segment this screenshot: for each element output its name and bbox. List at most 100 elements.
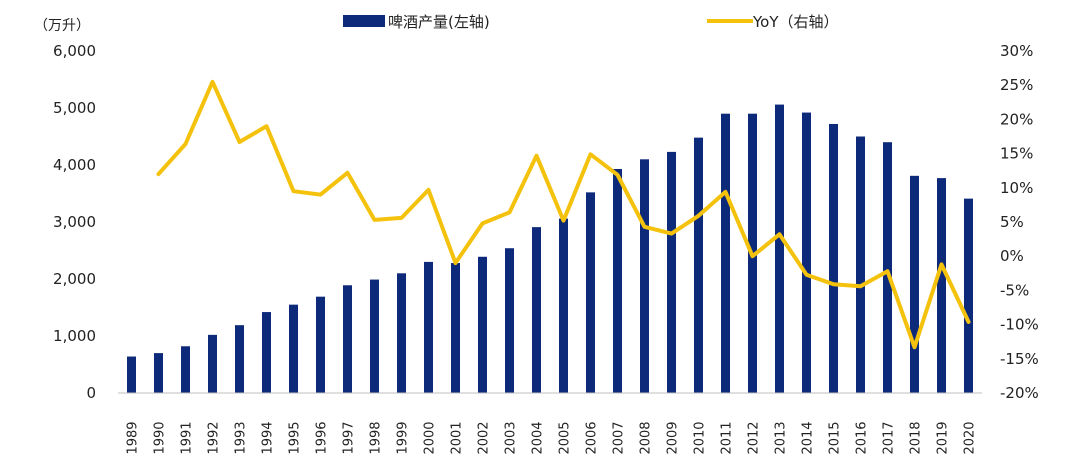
- bar-series: [127, 104, 973, 394]
- x-tick-label: 1992: [207, 421, 222, 454]
- left-tick-label: 1,000: [53, 327, 96, 345]
- bar-2019: [937, 178, 946, 393]
- x-tick-label: 1997: [342, 421, 357, 454]
- bar-1995: [289, 304, 298, 393]
- yoy-point-2000: [428, 189, 429, 191]
- legend: 啤酒产量(左轴) YoY（右轴）: [343, 13, 839, 31]
- yoy-point-2012: [752, 255, 753, 257]
- yoy-point-2004: [536, 155, 537, 157]
- legend-bar-label: 啤酒产量(左轴): [388, 13, 490, 31]
- yoy-point-2006: [590, 153, 591, 155]
- bar-2010: [694, 137, 703, 393]
- right-tick-label: -5%: [1000, 281, 1029, 299]
- x-tick-label: 2008: [639, 421, 654, 454]
- bar-1992: [208, 334, 217, 393]
- bar-1989: [127, 356, 136, 393]
- x-tick-label: 2006: [585, 421, 600, 454]
- yoy-point-1999: [401, 217, 402, 219]
- bar-2017: [883, 142, 892, 393]
- right-tick-label: 20%: [1000, 110, 1033, 128]
- yoy-point-2014: [806, 274, 807, 276]
- x-tick-label: 1994: [261, 421, 276, 454]
- right-tick-label: 30%: [1000, 42, 1033, 60]
- right-tick-label: -15%: [1000, 350, 1039, 368]
- bar-2015: [829, 123, 838, 394]
- x-tick-label: 1998: [369, 421, 384, 454]
- left-tick-label: 0: [86, 384, 96, 402]
- right-tick-label: 0%: [1000, 247, 1024, 265]
- yoy-point-1991: [185, 143, 186, 145]
- right-tick-label: 5%: [1000, 213, 1024, 231]
- x-axis: 1989 1990 1991 1992 1993 1994 1995 1996 1997 1998…: [126, 421, 978, 454]
- bar-2007: [613, 168, 622, 393]
- line-series: [156, 79, 971, 350]
- right-tick-label: 25%: [1000, 76, 1033, 94]
- x-tick-label: 2001: [450, 421, 465, 454]
- bar-1998: [370, 279, 379, 393]
- x-tick-label: 2000: [423, 421, 438, 454]
- x-tick-label: 1993: [234, 421, 249, 454]
- bar-2004: [532, 227, 541, 393]
- yoy-point-1998: [374, 219, 375, 221]
- x-tick-label: 1990: [153, 421, 168, 454]
- yoy-point-2019: [941, 263, 942, 265]
- bar-2013: [775, 104, 784, 393]
- legend-line-label: YoY（右轴）: [752, 13, 839, 31]
- left-tick-label: 6,000: [53, 42, 96, 60]
- x-tick-label: 2004: [531, 421, 546, 454]
- yoy-point-2018: [914, 346, 915, 348]
- yoy-point-2009: [671, 233, 672, 235]
- x-tick-label: 2018: [909, 421, 924, 454]
- yoy-point-2001: [455, 262, 456, 264]
- x-tick-label: 1991: [180, 421, 195, 454]
- bar-2014: [802, 112, 811, 393]
- bar-1990: [154, 353, 163, 393]
- bar-1994: [262, 312, 271, 393]
- right-tick-label: -10%: [1000, 316, 1039, 334]
- yoy-point-1992: [212, 81, 213, 83]
- right-tick-label: -20%: [1000, 384, 1039, 402]
- x-tick-label: 2017: [882, 421, 897, 454]
- yoy-point-2015: [833, 283, 834, 285]
- bar-1999: [397, 273, 406, 393]
- left-axis: 0 1,000 2,000 3,000 4,000 5,000 6,000: [53, 42, 96, 402]
- yoy-point-2016: [860, 285, 861, 287]
- yoy-point-2005: [563, 220, 564, 222]
- x-tick-label: 2019: [936, 421, 951, 454]
- yoy-point-2003: [509, 211, 510, 213]
- bar-1997: [343, 285, 352, 393]
- left-axis-unit-label: （万升）: [34, 18, 90, 34]
- bar-2005: [559, 218, 568, 393]
- left-tick-label: 4,000: [53, 156, 96, 174]
- x-tick-label: 2005: [558, 421, 573, 454]
- bar-2016: [856, 136, 865, 393]
- bar-2001: [451, 263, 460, 393]
- yoy-point-1995: [293, 190, 294, 192]
- x-tick-label: 2012: [747, 421, 762, 454]
- yoy-point-1996: [320, 194, 321, 196]
- bar-2018: [910, 175, 919, 393]
- yoy-point-2013: [779, 233, 780, 235]
- x-tick-label: 1996: [315, 421, 330, 454]
- legend-bar-swatch: [343, 15, 385, 27]
- bar-1996: [316, 296, 325, 393]
- x-tick-label: 2007: [612, 421, 627, 454]
- bar-1993: [235, 325, 244, 393]
- yoy-point-1997: [347, 172, 348, 174]
- yoy-point-1994: [266, 125, 267, 127]
- x-tick-label: 2011: [720, 421, 735, 454]
- left-tick-label: 5,000: [53, 99, 96, 117]
- bar-1991: [181, 346, 190, 393]
- yoy-point-2010: [698, 215, 699, 217]
- right-tick-label: 10%: [1000, 179, 1033, 197]
- x-tick-label: 2014: [801, 421, 816, 454]
- yoy-point-2011: [725, 191, 726, 193]
- x-tick-label: 2002: [477, 421, 492, 454]
- bar-2020: [964, 198, 973, 393]
- x-tick-label: 2015: [828, 421, 843, 454]
- bar-2011: [721, 113, 730, 393]
- x-tick-label: 2013: [774, 421, 789, 454]
- yoy-point-2007: [617, 174, 618, 176]
